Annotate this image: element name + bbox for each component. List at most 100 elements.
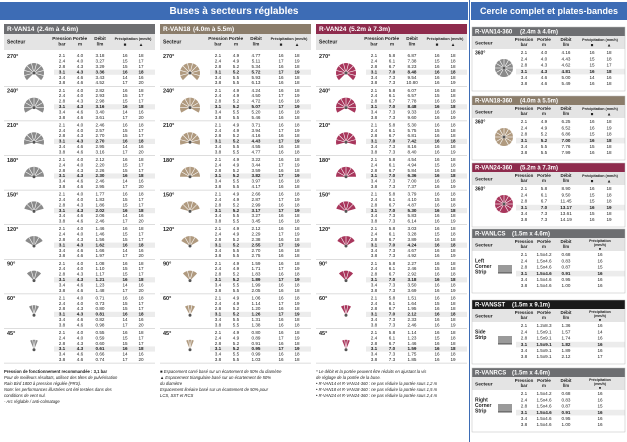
cell: 15 bbox=[122, 162, 128, 167]
nozzle-pattern bbox=[182, 270, 198, 281]
cell: 0.55 bbox=[96, 330, 105, 335]
cell: 0.91 bbox=[252, 341, 261, 346]
cell: 3.03 bbox=[408, 226, 417, 231]
model-range: (1.5m x 4.6m) bbox=[512, 232, 550, 238]
cell: 16 bbox=[278, 219, 284, 224]
nozzle-stripe bbox=[26, 65, 35, 74]
section-border bbox=[471, 95, 626, 161]
cell: 1.23 bbox=[96, 282, 105, 287]
cell: 14 bbox=[122, 144, 128, 149]
cell: 2.8 bbox=[371, 272, 378, 277]
highlight-row bbox=[210, 311, 311, 317]
nozzle-stripe bbox=[345, 98, 352, 108]
cell: 2.55 bbox=[252, 242, 261, 247]
nozzle-stripe bbox=[189, 63, 193, 74]
footnote: ▲ Espacement triangulaire basé sur un éc… bbox=[160, 375, 271, 380]
header: ▲ bbox=[607, 179, 611, 184]
nozzle-stripe bbox=[33, 305, 37, 316]
cell: 3.4 bbox=[215, 179, 222, 184]
cell: 17 bbox=[278, 128, 284, 133]
cell: 5.2 bbox=[233, 133, 240, 138]
cell: 2.46 bbox=[96, 179, 105, 184]
cell: 6.7 bbox=[389, 237, 396, 242]
cell: 0.81 bbox=[96, 312, 105, 317]
highlight-row bbox=[366, 346, 467, 352]
header: Débit bbox=[561, 378, 573, 383]
sector-label: 360° bbox=[475, 186, 485, 192]
cell: 7.0 bbox=[389, 208, 396, 213]
cell: 2.8 bbox=[371, 168, 378, 173]
nozzle-stripe bbox=[345, 201, 349, 212]
cell: 15 bbox=[589, 199, 595, 204]
nozzle-stripe bbox=[496, 63, 505, 69]
header: Pression bbox=[515, 173, 534, 178]
cell: 20 bbox=[138, 288, 144, 293]
cell: 18 bbox=[450, 69, 456, 74]
cell: 1.71 bbox=[252, 266, 261, 271]
cell: 1.5x9.1 bbox=[536, 329, 552, 334]
cell: 5.5 bbox=[233, 144, 240, 149]
cell: 7.3 bbox=[389, 322, 396, 327]
cell: 18 bbox=[138, 88, 144, 93]
cell: 2.1 bbox=[371, 157, 378, 162]
nozzle-stripe bbox=[24, 70, 35, 74]
cell: 4.77 bbox=[252, 149, 261, 154]
cell: 3.8 bbox=[371, 219, 378, 224]
cell: 3.94 bbox=[252, 128, 261, 133]
cell: 8.16 bbox=[408, 144, 417, 149]
cell: 4.9 bbox=[233, 197, 240, 202]
header: ■ bbox=[280, 42, 283, 47]
highlight-row bbox=[366, 173, 467, 179]
cell: 3.4 bbox=[59, 317, 66, 322]
sector-label: 45° bbox=[319, 331, 327, 337]
cell: 5.8 bbox=[389, 53, 396, 58]
cell: 16 bbox=[278, 330, 284, 335]
cell: 1.5x4.6 bbox=[536, 265, 552, 270]
cell: 2.1 bbox=[215, 295, 222, 300]
footnote: - Arc réglable / anti-colmatage bbox=[4, 399, 60, 404]
cell: 18 bbox=[294, 133, 300, 138]
nozzle-stripe bbox=[28, 167, 35, 177]
highlight-row bbox=[516, 341, 625, 348]
cell: 5.00 bbox=[562, 75, 571, 80]
cell: 5.2 bbox=[233, 202, 240, 207]
nozzle-stripe bbox=[31, 270, 35, 281]
cell: 5.5 bbox=[541, 144, 548, 149]
cell: 16 bbox=[589, 138, 595, 143]
header: l/m bbox=[409, 42, 416, 47]
cell: 5.5 bbox=[233, 322, 240, 327]
cell: 2.4 bbox=[59, 335, 66, 340]
cell: 5.2 bbox=[233, 237, 240, 242]
header-bg bbox=[472, 36, 625, 49]
nozzle-stripe bbox=[345, 305, 349, 316]
cell: 18 bbox=[450, 64, 456, 69]
cell: 3.8 bbox=[215, 80, 222, 85]
cell: 5.5 bbox=[233, 288, 240, 293]
cell: 7.0 bbox=[389, 173, 396, 178]
cell: 16 bbox=[434, 213, 440, 218]
nozzle-stripe bbox=[24, 139, 35, 143]
cell: 18 bbox=[606, 186, 612, 191]
cell: 18 bbox=[450, 75, 456, 80]
cell: 2.8 bbox=[371, 99, 378, 104]
nozzle-stripe bbox=[499, 129, 505, 138]
cell: 5.2 bbox=[233, 346, 240, 351]
cell: 3.18 bbox=[96, 53, 105, 58]
cell: 7.3 bbox=[389, 149, 396, 154]
cell: 18 bbox=[450, 208, 456, 213]
footnote: • R-VAN18 et R-VAN18-360 : ne pas réduir… bbox=[316, 387, 438, 392]
cell: 19 bbox=[606, 217, 612, 222]
highlight-row bbox=[210, 346, 311, 352]
cell: 5.8 bbox=[389, 192, 396, 197]
cell: 18 bbox=[138, 312, 144, 317]
cell: 16 bbox=[434, 295, 440, 300]
highlight-row bbox=[516, 68, 625, 75]
nozzle-stripe bbox=[181, 171, 191, 178]
sector-label: Strip bbox=[475, 269, 486, 275]
cell: 1.99 bbox=[252, 282, 261, 287]
cell: 18 bbox=[294, 352, 300, 357]
cell: 5.2 bbox=[233, 104, 240, 109]
cell: 19 bbox=[294, 93, 300, 98]
cell: 18 bbox=[450, 306, 456, 311]
footnote: • R-VAN14 et R-VAN14-360 : ne pas réduir… bbox=[316, 381, 438, 386]
